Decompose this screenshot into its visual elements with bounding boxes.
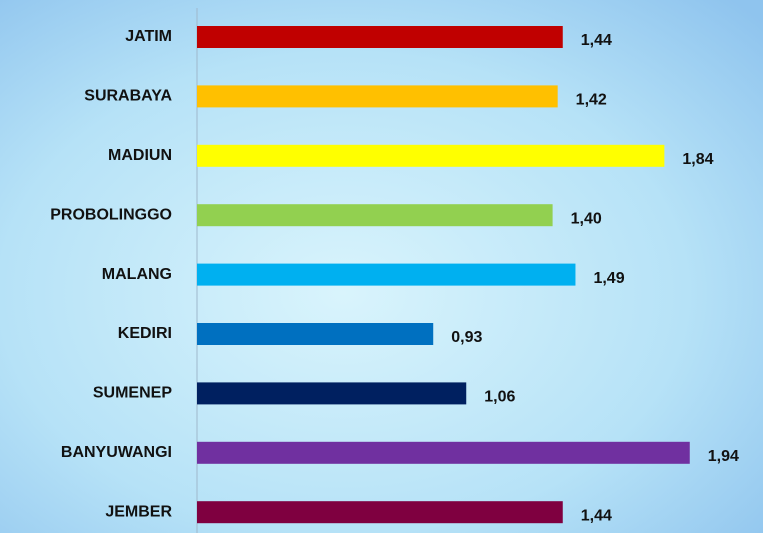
value-label: 1,94 [708,448,739,465]
bar [197,382,467,405]
category-label: MALANG [102,266,172,283]
bar [197,85,558,108]
category-label: SUMENEP [93,385,172,402]
value-label: 1,40 [571,210,602,227]
value-label: 1,06 [484,389,515,406]
bar [197,441,690,464]
bar [197,144,665,167]
category-label: KEDIRI [118,325,172,342]
bar [197,204,553,227]
category-label: PROBOLINGGO [50,206,172,223]
value-label: 1,49 [593,270,624,287]
bar [197,26,563,48]
value-label: 0,93 [451,329,482,346]
bar [197,501,563,524]
value-label: 1,44 [581,32,612,49]
category-label: BANYUWANGI [61,444,172,461]
category-label: JATIM [125,28,172,45]
category-label: MADIUN [108,147,172,164]
value-label: 1,84 [682,151,713,168]
bar [197,323,434,345]
category-label: SURABAYA [84,88,172,105]
value-label: 1,42 [576,92,607,109]
value-label: 1,44 [581,507,612,524]
bar [197,263,576,286]
category-label: JEMBER [105,503,172,520]
